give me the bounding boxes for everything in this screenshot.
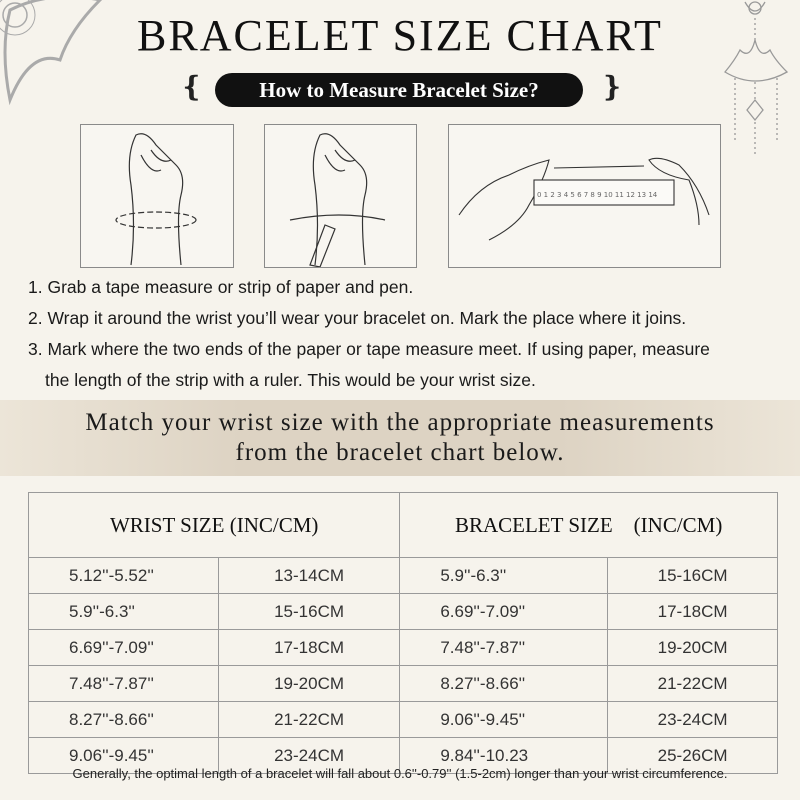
cell-wrist-inches: 8.27''-8.66'' bbox=[28, 701, 219, 738]
measurement-steps: 1. Grab a tape measure or strip of paper… bbox=[28, 272, 710, 396]
cell-bracelet-inches: 5.9''-6.3'' bbox=[399, 557, 609, 594]
page-title: BRACELET SIZE CHART bbox=[137, 11, 663, 60]
cell-wrist-cm: 21-22CM bbox=[217, 701, 401, 738]
bracelet-size-header: BRACELET SIZE (INC/CM) bbox=[399, 492, 778, 558]
flourish-right-icon: ❵ bbox=[600, 70, 624, 103]
cell-wrist-inches: 9.06''-9.45'' bbox=[28, 737, 219, 774]
flourish-left-icon: ❴ bbox=[180, 70, 204, 103]
band-line-1: Match your wrist size with the appropria… bbox=[85, 409, 715, 436]
cell-bracelet-cm: 17-18CM bbox=[607, 593, 778, 630]
cell-bracelet-cm: 25-26CM bbox=[607, 737, 778, 774]
cell-wrist-cm: 17-18CM bbox=[217, 629, 401, 666]
band-line-2: from the bracelet chart below. bbox=[235, 439, 565, 466]
ruler-icon: 0 1 2 3 4 5 6 7 8 9 10 11 12 13 14 bbox=[458, 157, 710, 241]
cell-bracelet-inches: 8.27''-8.66'' bbox=[399, 665, 609, 702]
step-1: 1. Grab a tape measure or strip of paper… bbox=[28, 277, 414, 297]
table-row: 9.06''-9.45'' 23-24CM 9.84''-10.23 25-26CM bbox=[28, 737, 778, 774]
cell-bracelet-inches: 9.06''-9.45'' bbox=[399, 701, 609, 738]
cell-bracelet-inches: 6.69''-7.09'' bbox=[399, 593, 609, 630]
illustration-hands-with-ruler: 0 1 2 3 4 5 6 7 8 9 10 11 12 13 14 bbox=[448, 124, 721, 268]
step-2: 2. Wrap it around the wrist you’ll wear … bbox=[28, 308, 687, 328]
illustration-hand-wrapping-tape bbox=[80, 124, 234, 268]
cell-bracelet-cm: 23-24CM bbox=[607, 701, 778, 738]
illustration-hand-marking-pen bbox=[264, 124, 417, 268]
footnote: Generally, the optimal length of a brace… bbox=[72, 766, 728, 781]
ruler-labels: 0 1 2 3 4 5 6 7 8 9 10 11 12 13 14 bbox=[537, 191, 658, 199]
cell-wrist-cm: 19-20CM bbox=[217, 665, 401, 702]
table-row: 5.9''-6.3'' 15-16CM 6.69''-7.09'' 17-18CM bbox=[28, 593, 778, 630]
mandala-decoration bbox=[0, 0, 103, 106]
cell-wrist-inches: 6.69''-7.09'' bbox=[28, 629, 219, 666]
cell-wrist-inches: 7.48''-7.87'' bbox=[28, 665, 219, 702]
cell-wrist-cm: 23-24CM bbox=[217, 737, 401, 774]
table-row: 8.27''-8.66'' 21-22CM 9.06''-9.45'' 23-24CM bbox=[28, 701, 778, 738]
step-3: 3. Mark where the two ends of the paper … bbox=[28, 339, 710, 359]
cell-wrist-inches: 5.12''-5.52'' bbox=[28, 557, 219, 594]
lotus-moon-decoration bbox=[724, 1, 789, 155]
cell-bracelet-cm: 21-22CM bbox=[607, 665, 778, 702]
hand-pen-icon bbox=[289, 133, 386, 268]
cell-wrist-cm: 13-14CM bbox=[217, 557, 401, 594]
cell-wrist-cm: 15-16CM bbox=[217, 593, 401, 630]
cell-bracelet-inches: 7.48''-7.87'' bbox=[399, 629, 609, 666]
cell-bracelet-cm: 15-16CM bbox=[607, 557, 778, 594]
wrist-size-header: WRIST SIZE (INC/CM) bbox=[27, 492, 401, 558]
table-row: 6.69''-7.09'' 17-18CM 7.48''-7.87'' 19-20CM bbox=[28, 629, 778, 666]
size-chart-table: WRIST SIZE (INC/CM) BRACELET SIZE (INC/C… bbox=[27, 492, 778, 774]
step-3-continued: the length of the strip with a ruler. Th… bbox=[45, 370, 536, 390]
instruction-band: Match your wrist size with the appropria… bbox=[0, 400, 800, 476]
cell-bracelet-inches: 9.84''-10.23 bbox=[399, 737, 609, 774]
hand-wrap-icon bbox=[115, 133, 197, 266]
cell-wrist-inches: 5.9''-6.3'' bbox=[28, 593, 219, 630]
table-row: 5.12''-5.52'' 13-14CM 5.9''-6.3'' 15-16CM bbox=[28, 557, 778, 594]
cell-bracelet-cm: 19-20CM bbox=[607, 629, 778, 666]
table-row: 7.48''-7.87'' 19-20CM 8.27''-8.66'' 21-22CM bbox=[28, 665, 778, 702]
section-subtitle: How to Measure Bracelet Size? bbox=[215, 73, 583, 107]
